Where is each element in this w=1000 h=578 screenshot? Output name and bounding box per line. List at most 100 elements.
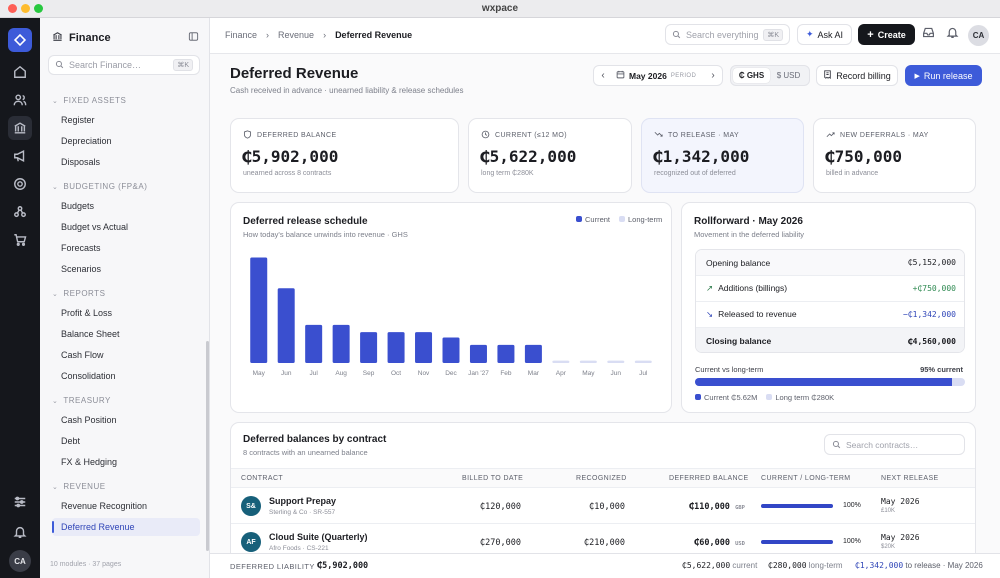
record-billing-button[interactable]: Record billing <box>816 65 898 86</box>
breadcrumb-finance[interactable]: Finance <box>225 30 258 40</box>
sidebar-scrollbar[interactable] <box>206 341 209 551</box>
bar-current-1[interactable] <box>277 288 295 363</box>
bar-long-term-12[interactable] <box>579 360 597 363</box>
sidebar-item-budgets[interactable]: Budgets <box>61 201 95 211</box>
app-logo-icon[interactable] <box>8 28 32 52</box>
col-recognized[interactable]: RECOGNIZED <box>576 475 627 482</box>
chevron-right-icon[interactable]: › <box>711 70 715 81</box>
sidebar-header: Finance <box>52 30 199 46</box>
zoom-window-button[interactable] <box>34 4 43 13</box>
bar-current-0[interactable] <box>250 257 268 363</box>
x-tick-label: Nov <box>418 370 430 377</box>
col-next-release[interactable]: NEXT RELEASE <box>881 475 939 482</box>
chevron-right-icon: › <box>266 30 270 40</box>
x-tick-label: Jan '27 <box>468 370 489 377</box>
page-subtitle: Cash received in advance · unearned liab… <box>230 86 464 95</box>
x-tick-label: Feb <box>500 370 512 377</box>
bar-current-9[interactable] <box>497 344 515 363</box>
table-row[interactable]: S& Support Prepay Sterling & Co · SR-557… <box>231 488 975 524</box>
breadcrumb-revenue[interactable]: Revenue <box>278 30 315 40</box>
sidebar-item-register[interactable]: Register <box>61 115 95 125</box>
bar-current-2[interactable] <box>305 324 323 363</box>
rollforward-table: Opening balance ₵5,152,000 ↗ Additions (b… <box>695 249 965 353</box>
bell-icon[interactable] <box>946 26 962 42</box>
bar-long-term-13[interactable] <box>607 360 625 363</box>
summary-footer: DEFERRED LIABILITY ₵5,902,000 ₵5,622,000… <box>210 553 1000 578</box>
sidebar-item-cash-flow[interactable]: Cash Flow <box>61 350 104 360</box>
sidebar-item-budget-vs-actual[interactable]: Budget vs Actual <box>61 222 129 232</box>
lifebuoy-icon[interactable] <box>8 172 32 196</box>
sliders-icon[interactable] <box>8 490 32 514</box>
x-tick-label: Jun <box>281 370 292 377</box>
period-picker[interactable]: ‹ May 2026 PERIOD › <box>593 65 723 86</box>
user-avatar[interactable]: CA <box>968 25 989 46</box>
kpi-note: unearned across 8 contracts <box>243 170 332 177</box>
contracts-search-input[interactable]: Search contracts… <box>824 434 965 455</box>
record-billing-label: Record billing <box>836 70 891 81</box>
release-schedule-card: Deferred release schedule How today's ba… <box>230 202 672 413</box>
collapse-sidebar-icon[interactable] <box>188 29 199 47</box>
col-split[interactable]: CURRENT / LONG-TERM <box>761 475 851 482</box>
sidebar-section-fixed-assets[interactable]: ⌄ FIXED ASSETS <box>52 96 127 105</box>
sidebar-section-budgeting[interactable]: ⌄ BUDGETING (FP&A) <box>52 182 148 191</box>
sidebar-item-revenue-recognition[interactable]: Revenue Recognition <box>61 501 148 511</box>
user-avatar[interactable]: CA <box>9 550 31 572</box>
rollforward-card: Rollforward · May 2026 Movement in the d… <box>681 202 976 413</box>
play-icon: ▶ <box>914 72 920 80</box>
app-rail: CA <box>0 18 40 578</box>
col-contract[interactable]: CONTRACT <box>241 475 284 482</box>
sidebar-item-consolidation[interactable]: Consolidation <box>61 371 116 381</box>
inbox-icon[interactable] <box>922 26 938 42</box>
network-icon[interactable] <box>8 200 32 224</box>
create-button[interactable]: + Create <box>858 24 915 45</box>
sidebar-item-scenarios[interactable]: Scenarios <box>61 264 102 274</box>
bar-current-6[interactable] <box>415 332 433 363</box>
currency-usd-option[interactable]: $ USD <box>776 71 801 80</box>
minimize-window-button[interactable] <box>21 4 30 13</box>
bell-icon[interactable] <box>8 520 32 544</box>
currency-ghs-option[interactable]: ₵ GHS <box>733 68 770 83</box>
bar-current-3[interactable] <box>332 324 350 363</box>
people-icon[interactable] <box>8 88 32 112</box>
rollforward-row-opening: Opening balance ₵5,152,000 <box>696 250 964 276</box>
sidebar-search-input[interactable]: Search Finance… ⌘K <box>48 55 200 75</box>
global-search-input[interactable]: Search everything ⌘K <box>665 24 790 45</box>
sidebar-item-profit-loss[interactable]: Profit & Loss <box>61 308 113 318</box>
bar-current-4[interactable] <box>360 332 378 363</box>
x-tick-label: Oct <box>391 370 401 377</box>
next-release-date: May 2026 <box>881 533 920 542</box>
bar-current-5[interactable] <box>387 332 405 363</box>
chevron-left-icon[interactable]: ‹ <box>601 70 605 81</box>
col-deferred[interactable]: DEFERRED BALANCE <box>669 475 749 482</box>
close-window-button[interactable] <box>8 4 17 13</box>
sidebar-section-reports[interactable]: ⌄ REPORTS <box>52 289 106 298</box>
home-icon[interactable] <box>8 60 32 84</box>
kpi-new-deferrals: NEW DEFERRALS · MAY ₵750,000 billed in a… <box>813 118 976 193</box>
sidebar-item-disposals[interactable]: Disposals <box>61 157 101 167</box>
bank-icon[interactable] <box>8 116 32 140</box>
cart-icon[interactable] <box>8 228 32 252</box>
sidebar-item-forecasts[interactable]: Forecasts <box>61 243 101 253</box>
sidebar-section-treasury[interactable]: ⌄ TREASURY <box>52 396 111 405</box>
sidebar-item-debt[interactable]: Debt <box>61 436 81 446</box>
kpi-note: billed in advance <box>826 170 879 177</box>
bar-long-term-11[interactable] <box>552 360 570 363</box>
bar-current-7[interactable] <box>442 337 460 363</box>
bar-current-10[interactable] <box>524 344 542 363</box>
search-icon <box>55 56 64 74</box>
sidebar-item-depreciation[interactable]: Depreciation <box>61 136 112 146</box>
sidebar-item-balance-sheet[interactable]: Balance Sheet <box>61 329 120 339</box>
rollforward-row-released: ↘ Released to revenue −₵1,342,000 <box>696 302 964 328</box>
sidebar-section-revenue[interactable]: ⌄ REVENUE <box>52 482 106 491</box>
bar-long-term-14[interactable] <box>634 360 652 363</box>
footer-label: DEFERRED LIABILITY <box>230 562 315 571</box>
ask-ai-button[interactable]: ✦ Ask AI <box>797 24 852 45</box>
sidebar-item-fx-hedging[interactable]: FX & Hedging <box>61 457 118 467</box>
sidebar-item-deferred-revenue[interactable]: Deferred Revenue <box>52 518 200 536</box>
megaphone-icon[interactable] <box>8 144 32 168</box>
run-release-button[interactable]: ▶ Run release <box>905 65 982 86</box>
sidebar-item-cash-position[interactable]: Cash Position <box>61 415 117 425</box>
kpi-label: DEFERRED BALANCE <box>257 132 337 139</box>
bar-current-8[interactable] <box>469 344 487 363</box>
col-billed[interactable]: BILLED TO DATE <box>462 475 524 482</box>
